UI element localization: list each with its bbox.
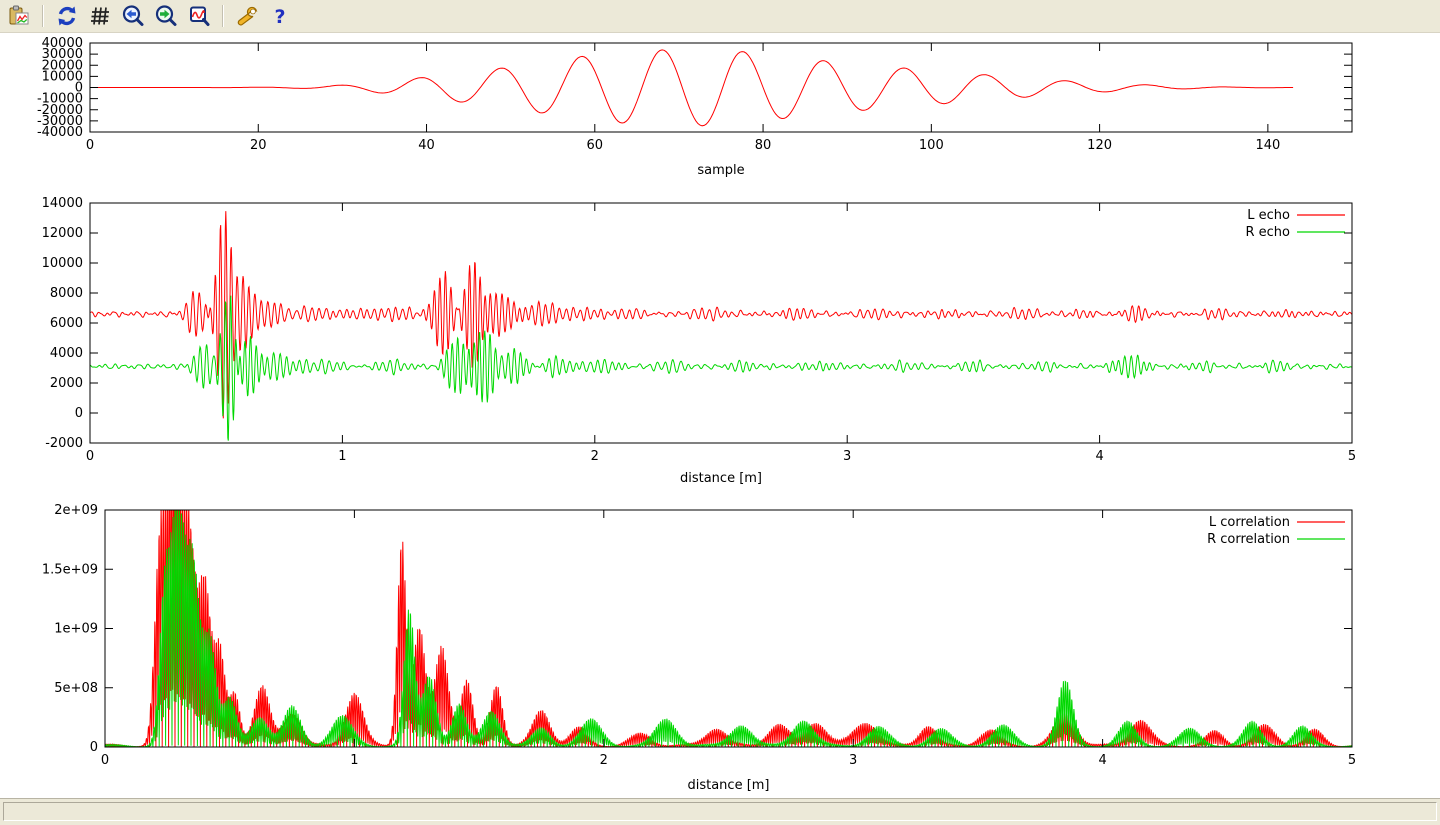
zoom-next-button[interactable] [152,2,180,30]
x-tick-label: 0 [86,449,94,464]
configure-button[interactable] [233,2,261,30]
series-line-l-echo [90,211,1352,419]
y-tick-label: 4000 [50,346,83,361]
x-tick-label: 3 [849,753,857,768]
legend-label: R echo [1245,225,1290,240]
y-tick-label: 20000 [42,58,83,73]
x-tick-label: 120 [1087,138,1112,153]
x-tick-label: 2 [591,449,599,464]
copy-to-clipboard-button[interactable] [5,2,33,30]
x-axis-label: distance [m] [687,778,769,793]
svg-text:?: ? [274,6,285,28]
x-tick-label: 0 [86,138,94,153]
y-tick-label: 40000 [42,36,83,51]
x-tick-label: 4 [1095,449,1103,464]
y-tick-label: -20000 [37,103,83,118]
y-tick-label: -2000 [45,436,83,451]
y-tick-label: 2000 [50,376,83,391]
x-tick-label: 5 [1348,449,1356,464]
zoom-previous-button[interactable] [119,2,147,30]
series-line-ping-waveform [90,49,1294,127]
magnifier-left-arrow-icon [122,5,144,26]
chart-ping-waveform: 0 20 40 60 80 100 120 140 -40000-30000-20000-100… [37,36,1353,178]
y-tick-label: -10000 [37,92,83,107]
x-tick-label: 60 [587,138,604,153]
wrench-icon [237,6,258,26]
question-mark-icon: ? [274,6,285,28]
y-tick-label: 1.5e+09 [42,562,98,577]
chart-correlation: 0 1 2 3 4 5 0 5e+08 1e+09 1.5e+09 2e+09 distance [m… [42,503,1356,793]
toolbar-separator [42,5,44,27]
y-tick-label: 10000 [42,69,83,84]
y-tick-label: 30000 [42,47,83,62]
y-tick-label: 1e+09 [54,622,98,637]
plot-border [89,202,1353,444]
toolbar: ? [0,0,1440,33]
x-tick-label: 20 [250,138,267,153]
replot-button[interactable] [53,2,81,30]
y-tick-label: 0 [75,81,83,96]
x-tick-label: 1 [338,449,346,464]
y-tick-label: -30000 [37,114,83,129]
series-line-r-correlation [105,510,1352,747]
autoscale-button[interactable] [185,2,213,30]
x-tick-label: 2 [600,753,608,768]
legend-label: R correlation [1207,532,1290,547]
y-tick-label: -40000 [37,125,83,140]
x-tick-label: 1 [350,753,358,768]
magnifier-plot-icon [190,6,210,26]
x-tick-label: 3 [843,449,851,464]
x-axis-label: distance [m] [680,471,762,486]
x-tick-label: 100 [919,138,944,153]
toolbar-separator [222,5,224,27]
y-tick-label: 5e+08 [54,681,98,696]
refresh-icon [58,6,76,26]
series-line-r-echo [90,295,1352,441]
magnifier-right-arrow-icon [155,5,177,26]
toggle-grid-button[interactable] [86,2,114,30]
legend-label: L correlation [1209,515,1290,530]
y-tick-label: 6000 [50,316,83,331]
plot-canvas[interactable]: 0 20 40 60 80 100 120 140-40000-30000-20000-100… [0,34,1440,798]
x-axis-label: sample [697,163,744,178]
status-bar [0,798,1440,825]
y-tick-label: 2e+09 [54,503,98,518]
status-field [3,802,1437,821]
y-tick-label: 0 [90,740,98,755]
help-button[interactable]: ? [266,2,294,30]
legend-label: L echo [1247,208,1290,223]
x-tick-label: 80 [755,138,772,153]
x-tick-label: 5 [1348,753,1356,768]
grid-icon [91,7,109,25]
x-tick-label: 4 [1098,753,1106,768]
y-tick-label: 10000 [42,256,83,271]
y-tick-label: 14000 [42,196,83,211]
x-tick-label: 40 [418,138,435,153]
y-tick-label: 0 [75,406,83,421]
x-tick-label: 0 [101,753,109,768]
x-tick-label: 140 [1255,138,1280,153]
series-line-l-correlation [105,510,1352,747]
chart-echo: 0 1 2 3 4 5-200002000400060008000100001200014… [42,196,1357,486]
clipboard-plot-icon [9,5,29,25]
y-tick-label: 8000 [50,286,83,301]
y-tick-label: 12000 [42,226,83,241]
